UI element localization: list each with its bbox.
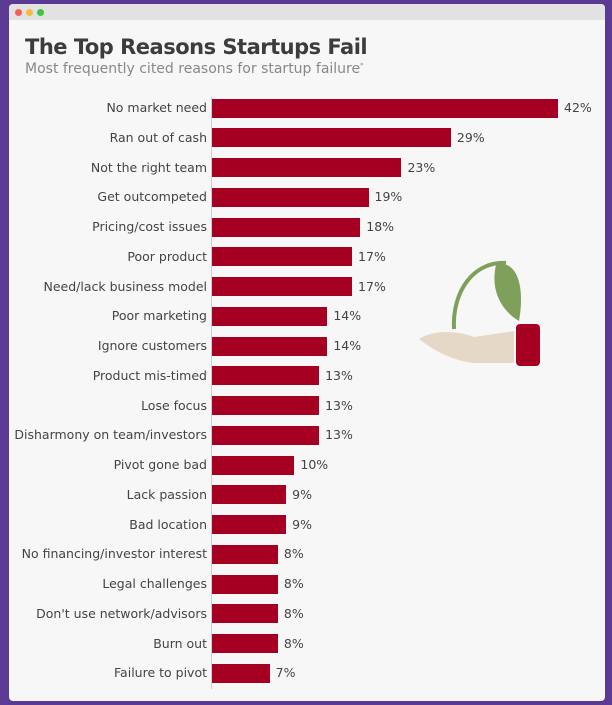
footnote-mark: *: [360, 61, 364, 70]
maximize-dot[interactable]: [37, 9, 44, 16]
chart-subtitle: Most frequently cited reasons for startu…: [25, 61, 364, 77]
bar: [212, 634, 278, 653]
category-label: Bad location: [129, 516, 207, 532]
category-label: Don't use network/advisors: [36, 605, 207, 621]
value-label: 13%: [325, 367, 353, 383]
category-label: Burn out: [153, 635, 207, 651]
value-label: 14%: [333, 308, 362, 324]
value-label: 10%: [300, 457, 329, 472]
category-label: No market need: [106, 100, 207, 115]
bar: [212, 574, 278, 594]
category-label: Lose focus: [141, 397, 207, 413]
bar: [212, 217, 361, 237]
bar: [212, 455, 295, 475]
bar: [212, 425, 320, 445]
value-label: 9%: [292, 516, 312, 532]
category-label: Not the right team: [90, 159, 207, 175]
category-label: Lack passion: [126, 486, 207, 502]
category-label: Get outcompeted: [97, 189, 207, 205]
category-label: Poor product: [127, 248, 207, 264]
bar: [212, 515, 287, 534]
value-label: 8%: [283, 546, 304, 562]
category-label: Poor marketing: [111, 308, 207, 324]
minimize-dot[interactable]: [26, 9, 33, 16]
category-label: Ran out of cash: [109, 129, 207, 145]
bar: [212, 663, 270, 683]
bar: [212, 306, 328, 326]
category-label: Need/lack business model: [43, 278, 207, 294]
value-label: 17%: [358, 278, 386, 294]
value-label: 17%: [358, 248, 386, 264]
close-dot[interactable]: [15, 9, 22, 16]
value-label: 8%: [283, 635, 304, 651]
category-label: Legal challenges: [102, 576, 207, 591]
bar: [212, 485, 287, 505]
value-label: 8%: [283, 605, 304, 621]
value-label: 19%: [374, 189, 403, 205]
bar: [212, 128, 451, 148]
bar: [212, 98, 558, 118]
category-label: Pricing/cost issues: [92, 219, 207, 234]
bar: [212, 247, 353, 267]
y-axis-line: [211, 97, 212, 689]
bar: [212, 396, 320, 415]
category-label: Ignore customers: [97, 338, 207, 353]
category-label: No financing/investor interest: [21, 546, 207, 562]
value-label: 14%: [333, 338, 362, 353]
category-label: Disharmony on team/investors: [14, 427, 207, 443]
value-label: 23%: [407, 159, 436, 175]
value-label: 13%: [325, 427, 353, 443]
bar: [212, 336, 328, 356]
value-label: 18%: [366, 219, 395, 234]
category-label: Pivot gone bad: [113, 457, 207, 472]
category-label: Product mis-timed: [92, 367, 207, 383]
value-label: 9%: [292, 486, 312, 502]
chart-title: The Top Reasons Startups Fail: [25, 35, 368, 59]
value-label: 8%: [283, 576, 304, 591]
bar: [212, 604, 278, 624]
title-bar: [9, 4, 605, 20]
hand-with-sprout-icon: [419, 260, 540, 366]
value-label: 13%: [325, 397, 353, 413]
value-label: 7%: [275, 665, 296, 681]
bar: [212, 277, 353, 296]
subtitle-text: Most frequently cited reasons for startu…: [25, 61, 361, 77]
bar: [212, 544, 278, 564]
browser-window: The Top Reasons Startups Fail Most frequ…: [9, 4, 605, 701]
category-label: Failure to pivot: [114, 665, 207, 681]
bar: [212, 158, 402, 177]
value-label: 42%: [564, 100, 592, 115]
bar: [212, 187, 369, 207]
bar: [212, 366, 320, 386]
value-label: 29%: [456, 129, 485, 145]
